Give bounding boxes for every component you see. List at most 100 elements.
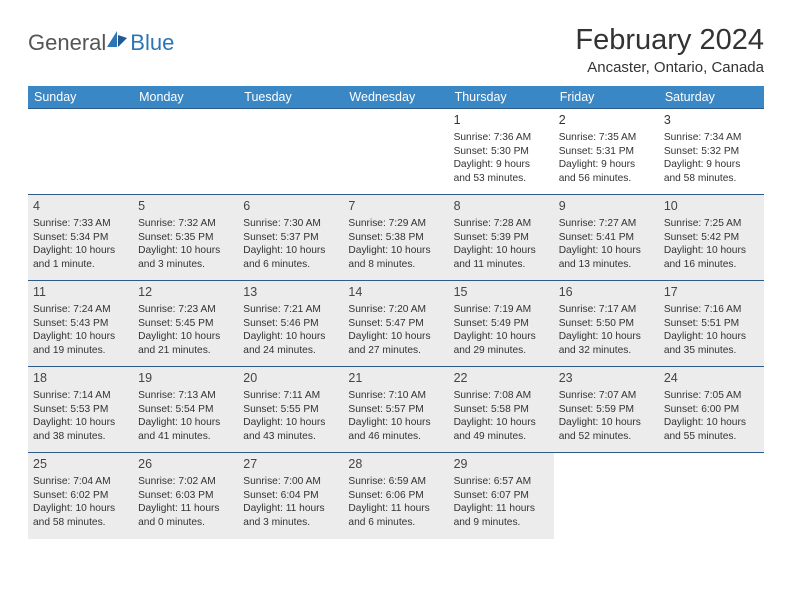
daylight-text: and 38 minutes. (33, 430, 128, 444)
daylight-text: Daylight: 10 hours (559, 244, 654, 258)
daylight-text: and 35 minutes. (664, 344, 759, 358)
calendar-cell: 24Sunrise: 7:05 AMSunset: 6:00 PMDayligh… (659, 367, 764, 453)
calendar-cell: 4Sunrise: 7:33 AMSunset: 5:34 PMDaylight… (28, 195, 133, 281)
sunset-text: Sunset: 5:43 PM (33, 317, 128, 331)
sunset-text: Sunset: 5:49 PM (454, 317, 549, 331)
daylight-text: Daylight: 9 hours (559, 158, 654, 172)
sunrise-text: Sunrise: 7:10 AM (348, 389, 443, 403)
calendar-cell: 28Sunrise: 6:59 AMSunset: 6:06 PMDayligh… (343, 453, 448, 539)
sunrise-text: Sunrise: 7:32 AM (138, 217, 233, 231)
calendar-cell: 6Sunrise: 7:30 AMSunset: 5:37 PMDaylight… (238, 195, 343, 281)
daylight-text: and 3 minutes. (138, 258, 233, 272)
sunrise-text: Sunrise: 7:05 AM (664, 389, 759, 403)
day-number: 4 (33, 198, 128, 215)
sunset-text: Sunset: 5:30 PM (454, 145, 549, 159)
daylight-text: and 41 minutes. (138, 430, 233, 444)
month-title: February 2024 (575, 24, 764, 57)
sunset-text: Sunset: 6:02 PM (33, 489, 128, 503)
daylight-text: and 43 minutes. (243, 430, 338, 444)
day-number: 12 (138, 284, 233, 301)
day-number: 14 (348, 284, 443, 301)
calendar-week-row: 4Sunrise: 7:33 AMSunset: 5:34 PMDaylight… (28, 195, 764, 281)
daylight-text: and 3 minutes. (243, 516, 338, 530)
calendar-week-row: 1Sunrise: 7:36 AMSunset: 5:30 PMDaylight… (28, 109, 764, 195)
sunset-text: Sunset: 5:51 PM (664, 317, 759, 331)
sunrise-text: Sunrise: 7:00 AM (243, 475, 338, 489)
calendar-cell: 12Sunrise: 7:23 AMSunset: 5:45 PMDayligh… (133, 281, 238, 367)
logo: General Blue (28, 24, 174, 56)
daylight-text: Daylight: 10 hours (243, 244, 338, 258)
sunset-text: Sunset: 5:47 PM (348, 317, 443, 331)
daylight-text: Daylight: 9 hours (664, 158, 759, 172)
weekday-header: Wednesday (343, 86, 448, 109)
daylight-text: and 9 minutes. (454, 516, 549, 530)
sunrise-text: Sunrise: 7:14 AM (33, 389, 128, 403)
sunset-text: Sunset: 5:46 PM (243, 317, 338, 331)
sunrise-text: Sunrise: 7:27 AM (559, 217, 654, 231)
day-number: 22 (454, 370, 549, 387)
sunrise-text: Sunrise: 7:28 AM (454, 217, 549, 231)
day-number: 17 (664, 284, 759, 301)
daylight-text: and 13 minutes. (559, 258, 654, 272)
sunrise-text: Sunrise: 7:04 AM (33, 475, 128, 489)
calendar-week-row: 18Sunrise: 7:14 AMSunset: 5:53 PMDayligh… (28, 367, 764, 453)
sunset-text: Sunset: 5:58 PM (454, 403, 549, 417)
sunrise-text: Sunrise: 7:29 AM (348, 217, 443, 231)
sunset-text: Sunset: 5:42 PM (664, 231, 759, 245)
day-number: 11 (33, 284, 128, 301)
sunrise-text: Sunrise: 7:13 AM (138, 389, 233, 403)
daylight-text: Daylight: 10 hours (33, 502, 128, 516)
daylight-text: and 19 minutes. (33, 344, 128, 358)
sunrise-text: Sunrise: 7:21 AM (243, 303, 338, 317)
daylight-text: and 24 minutes. (243, 344, 338, 358)
calendar-cell: 22Sunrise: 7:08 AMSunset: 5:58 PMDayligh… (449, 367, 554, 453)
calendar-cell: 9Sunrise: 7:27 AMSunset: 5:41 PMDaylight… (554, 195, 659, 281)
daylight-text: and 55 minutes. (664, 430, 759, 444)
day-number: 15 (454, 284, 549, 301)
calendar-cell (28, 109, 133, 195)
daylight-text: Daylight: 10 hours (243, 330, 338, 344)
sunset-text: Sunset: 5:35 PM (138, 231, 233, 245)
calendar-cell: 5 Sunrise: 7:32 AMSunset: 5:35 PMDaylight… (133, 195, 238, 281)
daylight-text: Daylight: 10 hours (138, 244, 233, 258)
day-number: 18 (33, 370, 128, 387)
weekday-header: Friday (554, 86, 659, 109)
day-number: 8 (454, 198, 549, 215)
calendar-cell (554, 453, 659, 539)
day-number: 1 (454, 112, 549, 129)
daylight-text: and 8 minutes. (348, 258, 443, 272)
day-number: 23 (559, 370, 654, 387)
sunrise-text: Sunrise: 7:02 AM (138, 475, 233, 489)
sunset-text: Sunset: 6:04 PM (243, 489, 338, 503)
daylight-text: and 32 minutes. (559, 344, 654, 358)
daylight-text: Daylight: 10 hours (33, 244, 128, 258)
calendar-page: General Blue February 2024 Ancaster, Ont… (0, 0, 792, 563)
sunset-text: Sunset: 5:55 PM (243, 403, 338, 417)
calendar-cell (659, 453, 764, 539)
sunset-text: Sunset: 6:06 PM (348, 489, 443, 503)
daylight-text: Daylight: 11 hours (348, 502, 443, 516)
sunrise-text: Sunrise: 7:23 AM (138, 303, 233, 317)
day-number: 7 (348, 198, 443, 215)
weekday-header: Tuesday (238, 86, 343, 109)
daylight-text: Daylight: 10 hours (664, 330, 759, 344)
daylight-text: and 11 minutes. (454, 258, 549, 272)
calendar-cell: 18Sunrise: 7:14 AMSunset: 5:53 PMDayligh… (28, 367, 133, 453)
logo-sail-icon (106, 29, 128, 49)
daylight-text: and 21 minutes. (138, 344, 233, 358)
sunrise-text: Sunrise: 7:11 AM (243, 389, 338, 403)
daylight-text: Daylight: 10 hours (348, 244, 443, 258)
sunrise-text: Sunrise: 7:24 AM (33, 303, 128, 317)
logo-text-general: General (28, 30, 106, 56)
calendar-cell: 3Sunrise: 7:34 AMSunset: 5:32 PMDaylight… (659, 109, 764, 195)
calendar-cell (343, 109, 448, 195)
day-number: 27 (243, 456, 338, 473)
day-number: 5 (138, 198, 233, 215)
location-label: Ancaster, Ontario, Canada (575, 59, 764, 76)
daylight-text: Daylight: 11 hours (243, 502, 338, 516)
daylight-text: Daylight: 9 hours (454, 158, 549, 172)
sunrise-text: Sunrise: 7:34 AM (664, 131, 759, 145)
daylight-text: and 58 minutes. (33, 516, 128, 530)
daylight-text: Daylight: 10 hours (454, 416, 549, 430)
calendar-cell: 11Sunrise: 7:24 AMSunset: 5:43 PMDayligh… (28, 281, 133, 367)
